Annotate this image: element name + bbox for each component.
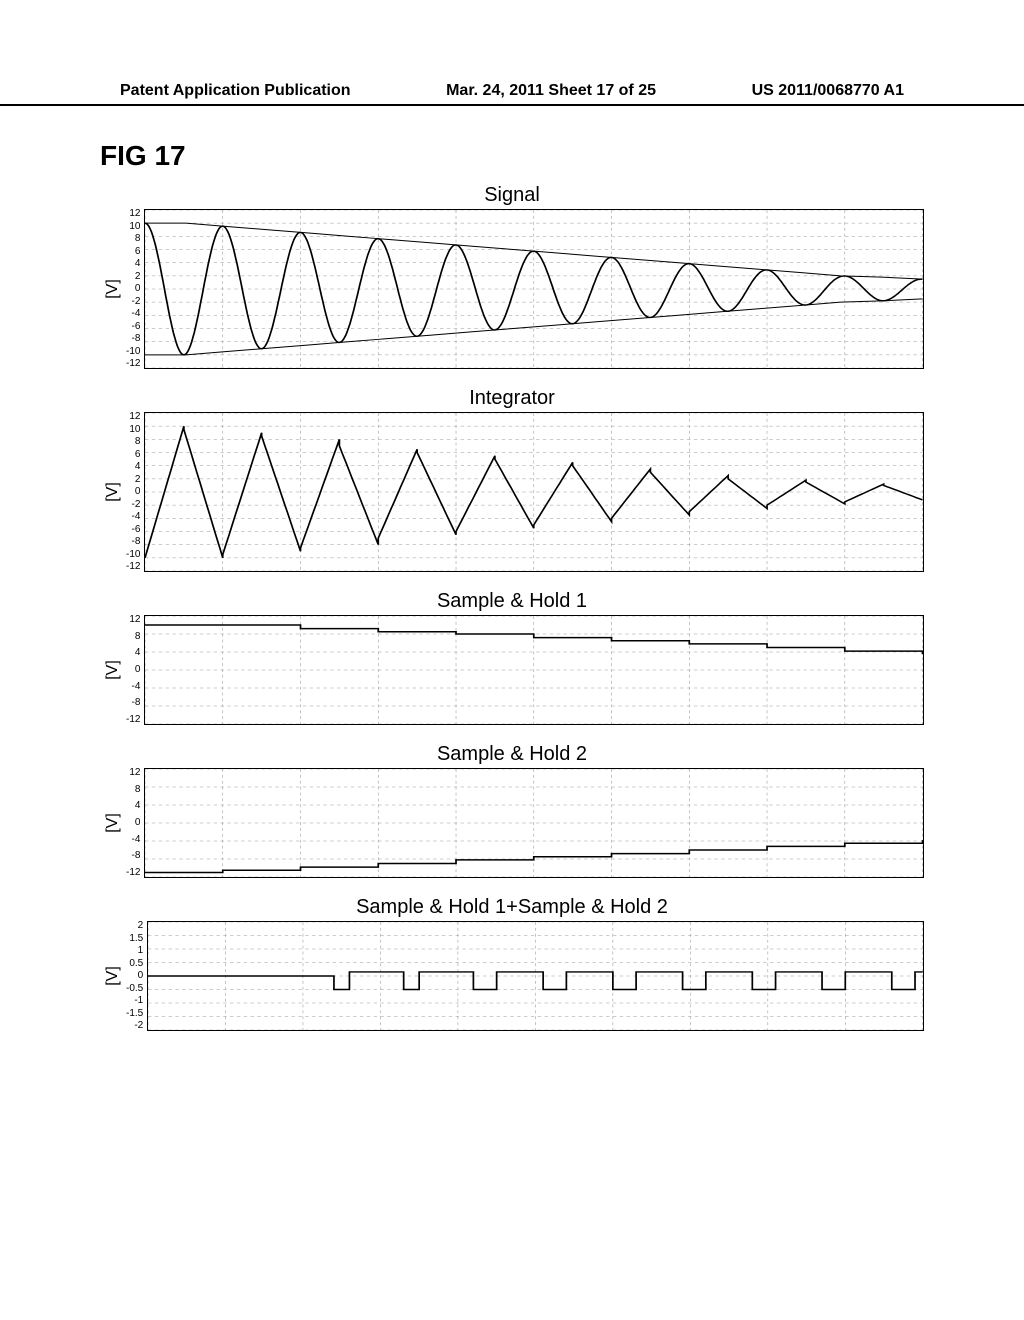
y-tick-label: -12 [126,562,140,572]
y-tick-label: 12 [129,768,140,778]
y-tick-label: 4 [135,648,141,658]
y-tick-label: 10 [129,425,140,435]
y-tick-label: 0 [135,487,141,497]
y-tick-label: -4 [132,682,141,692]
y-tick-label: 12 [129,209,140,219]
y-tick-label: -4 [132,309,141,319]
y-tick-label: -2 [132,297,141,307]
y-tick-label: -12 [126,359,140,369]
header-right: US 2011/0068770 A1 [752,82,904,100]
y-tick-label: 6 [135,450,141,460]
y-tick-label: -6 [132,525,141,535]
y-tick-label: -0.5 [126,984,143,994]
y-tick-label: -8 [132,537,141,547]
y-tick-label: 0 [138,971,144,981]
y-tick-label: 12 [129,412,140,422]
figure-content: FIG 17 Signal[V]121086420-2-4-6-8-10-12I… [100,140,924,1049]
y-tick-label: -4 [132,835,141,845]
y-tick-label: 1.5 [129,934,143,944]
y-tick-label: -1 [134,996,143,1006]
y-ticks: 2 1.5 1 0.5 0 -0.5 -1 -1.5 -2 [126,921,147,1031]
y-tick-label: -10 [126,550,140,560]
chart-title: Sample & Hold 2 [100,743,924,766]
chart-3: Sample & Hold 2 [V] 12 8 4 0 -4 -8 -12 [100,743,924,878]
y-tick-label: -12 [126,715,140,725]
plot-area [144,615,924,725]
chart-4: Sample & Hold 1+Sample & Hold 2 [V] 2 1.5 1 0… [100,896,924,1031]
plot-area [144,412,924,572]
chart-1: Integrator [V] 12 10 8 6 4 2 0 -2 -4 -6 -8 -10 -12 [100,387,924,572]
y-tick-label: 10 [129,222,140,232]
chart-title: Sample & Hold 1+Sample & Hold 2 [100,896,924,919]
y-tick-label: -1.5 [126,1009,143,1019]
y-ticks: 12 10 8 6 4 2 0 -2 -4 -6 -8 -10 -12 [126,412,144,572]
y-axis-label: [V] [104,963,122,989]
y-tick-label: 0.5 [129,959,143,969]
chart-2: Sample & Hold 1 [V] 12 8 4 0 -4 -8 -12 [100,590,924,725]
plot-area [147,921,924,1031]
y-axis-label: [V] [104,657,122,683]
y-axis-label: [V] [104,479,122,505]
header-left: Patent Application Publication [120,82,351,100]
figure-label: FIG 17 [100,140,924,172]
y-axis-label: [V] [104,810,122,836]
y-tick-label: 12 [129,615,140,625]
chart-title: Signal [100,184,924,207]
plot-area [144,768,924,878]
y-tick-label: 2 [135,272,141,282]
y-tick-label: 6 [135,247,141,257]
y-tick-label: 0 [135,284,141,294]
y-tick-label: 4 [135,801,141,811]
y-tick-label: -6 [132,322,141,332]
y-tick-label: 8 [135,437,141,447]
y-tick-label: 4 [135,462,141,472]
page-header: Patent Application Publication Mar. 24, … [0,82,1024,106]
y-tick-label: -4 [132,512,141,522]
y-tick-label: -8 [132,334,141,344]
header-center: Mar. 24, 2011 Sheet 17 of 25 [446,82,656,100]
y-tick-label: 0 [135,665,141,675]
y-axis-label: [V] [104,276,122,302]
chart-title: Sample & Hold 1 [100,590,924,613]
y-tick-label: 4 [135,259,141,269]
y-tick-label: 8 [135,785,141,795]
y-tick-label: 2 [135,475,141,485]
chart-title: Integrator [100,387,924,410]
plot-area [144,209,924,369]
y-ticks: 12 8 4 0 -4 -8 -12 [126,768,144,878]
charts-container: Signal[V]121086420-2-4-6-8-10-12Integrat… [100,184,924,1031]
y-ticks: 12 10 8 6 4 2 0 -2 -4 -6 -8 -10 -12 [126,209,144,369]
y-tick-label: 2 [138,921,144,931]
y-tick-label: -10 [126,347,140,357]
y-tick-label: -12 [126,868,140,878]
y-tick-label: 1 [138,946,144,956]
y-tick-label: -2 [132,500,141,510]
y-tick-label: -2 [134,1021,143,1031]
y-tick-label: -8 [132,698,141,708]
y-tick-label: 8 [135,632,141,642]
y-tick-label: -8 [132,851,141,861]
data-series [145,840,923,872]
y-ticks: 12 8 4 0 -4 -8 -12 [126,615,144,725]
y-tick-label: 0 [135,818,141,828]
y-tick-label: 8 [135,234,141,244]
chart-0: Signal [V] 12 10 8 6 4 2 0 -2 -4 -6 -8 -10 -12 [100,184,924,369]
